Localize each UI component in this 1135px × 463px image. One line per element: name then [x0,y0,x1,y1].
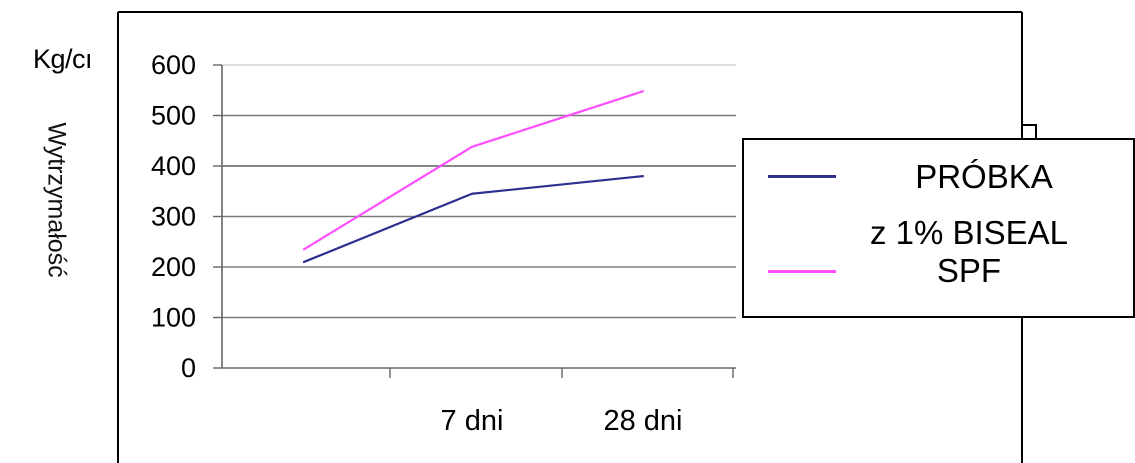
x-tick-label-1: 7 dni [441,405,504,437]
legend-item-biseal: z 1% BISEAL SPF [768,214,1128,289]
y-tick-label-100: 100 [151,303,196,333]
y-axis-title: Wytrzymałość [42,122,71,278]
legend-label-probka: PRÓBKA [915,158,1053,195]
series-line-1 [302,175,645,264]
y-axis-unit-label: Kg/cı [33,44,93,74]
y-tick-label-200: 200 [151,252,196,282]
legend-item-probka: PRÓBKA [768,158,1128,198]
x-tick-label-2: 28 dni [603,405,682,437]
legend-swatch-biseal [768,270,836,273]
legend-swatch-probka [768,175,836,178]
y-tick-label-400: 400 [151,151,196,181]
y-tick-label-0: 0 [181,353,196,383]
legend-label-biseal: z 1% BISEAL SPF [869,214,1069,289]
y-tick-label-300: 300 [151,202,196,232]
legend: PRÓBKA z 1% BISEAL SPF [742,138,1135,318]
y-tick-label-600: 600 [151,50,196,80]
series-line-2 [302,90,645,251]
y-tick-label-500: 500 [151,101,196,131]
